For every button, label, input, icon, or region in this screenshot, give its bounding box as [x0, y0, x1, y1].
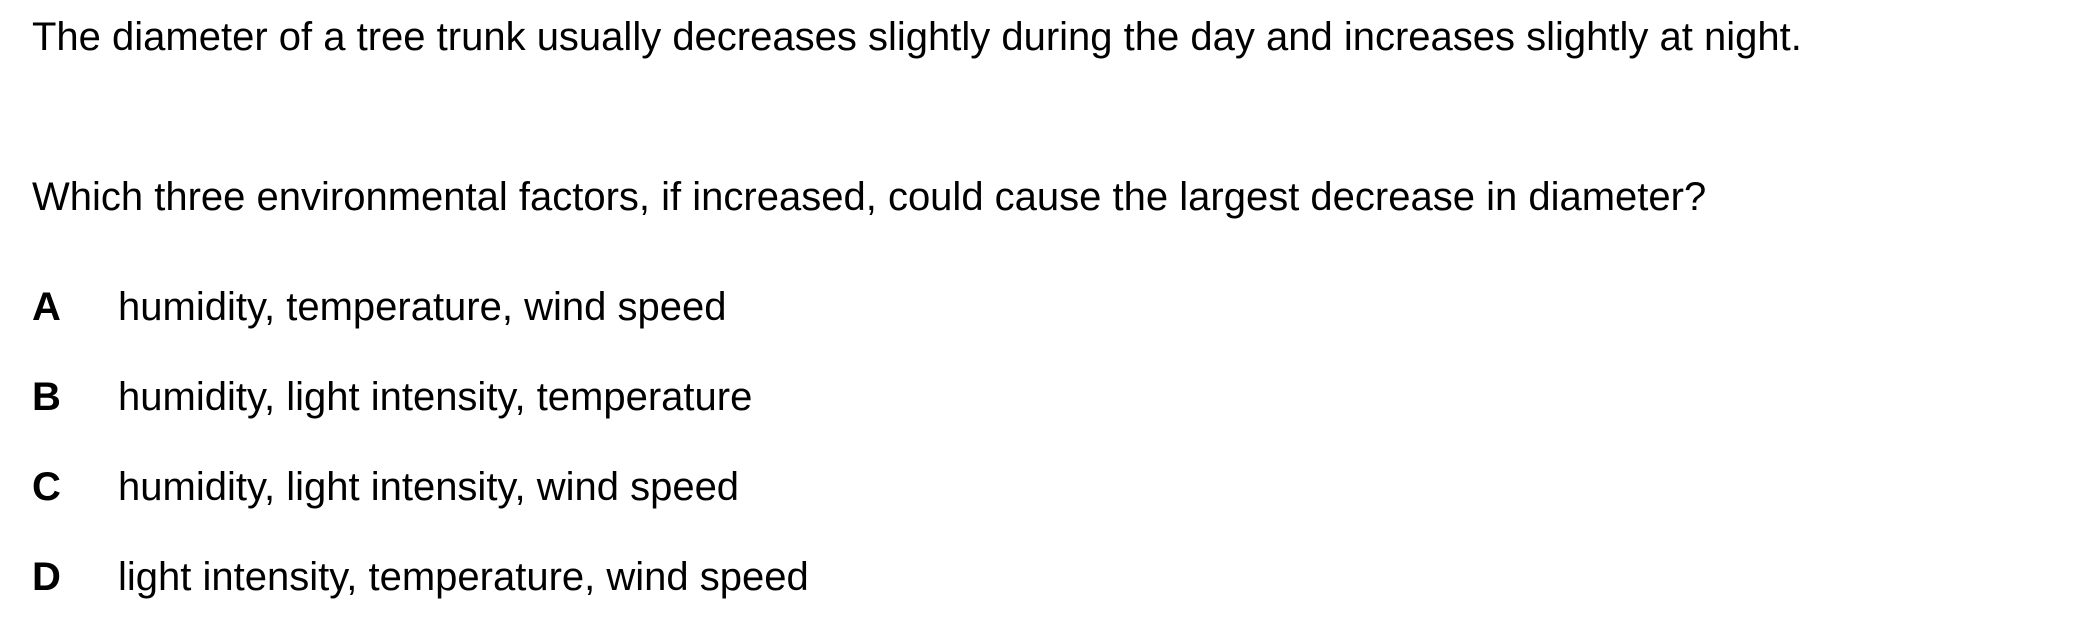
option-d[interactable]: D light intensity, temperature, wind spe…: [32, 532, 1432, 622]
option-letter: D: [32, 555, 61, 599]
option-letter: B: [32, 375, 61, 419]
option-b[interactable]: B humidity, light intensity, temperature: [32, 352, 1432, 442]
answer-options: A humidity, temperature, wind speed B hu…: [32, 262, 1432, 622]
question-prompt: Which three environmental factors, if in…: [32, 175, 1707, 219]
option-c[interactable]: C humidity, light intensity, wind speed: [32, 442, 1432, 532]
option-text: humidity, light intensity, temperature: [118, 375, 753, 419]
option-text: humidity, light intensity, wind speed: [118, 465, 740, 509]
question-page: The diameter of a tree trunk usually dec…: [32, 0, 2032, 614]
option-text: humidity, temperature, wind speed: [118, 285, 727, 329]
option-letter: A: [32, 285, 61, 329]
option-text: light intensity, temperature, wind speed: [118, 555, 809, 599]
question-stem: The diameter of a tree trunk usually dec…: [32, 15, 1802, 59]
option-letter: C: [32, 465, 61, 509]
option-a[interactable]: A humidity, temperature, wind speed: [32, 262, 1432, 352]
